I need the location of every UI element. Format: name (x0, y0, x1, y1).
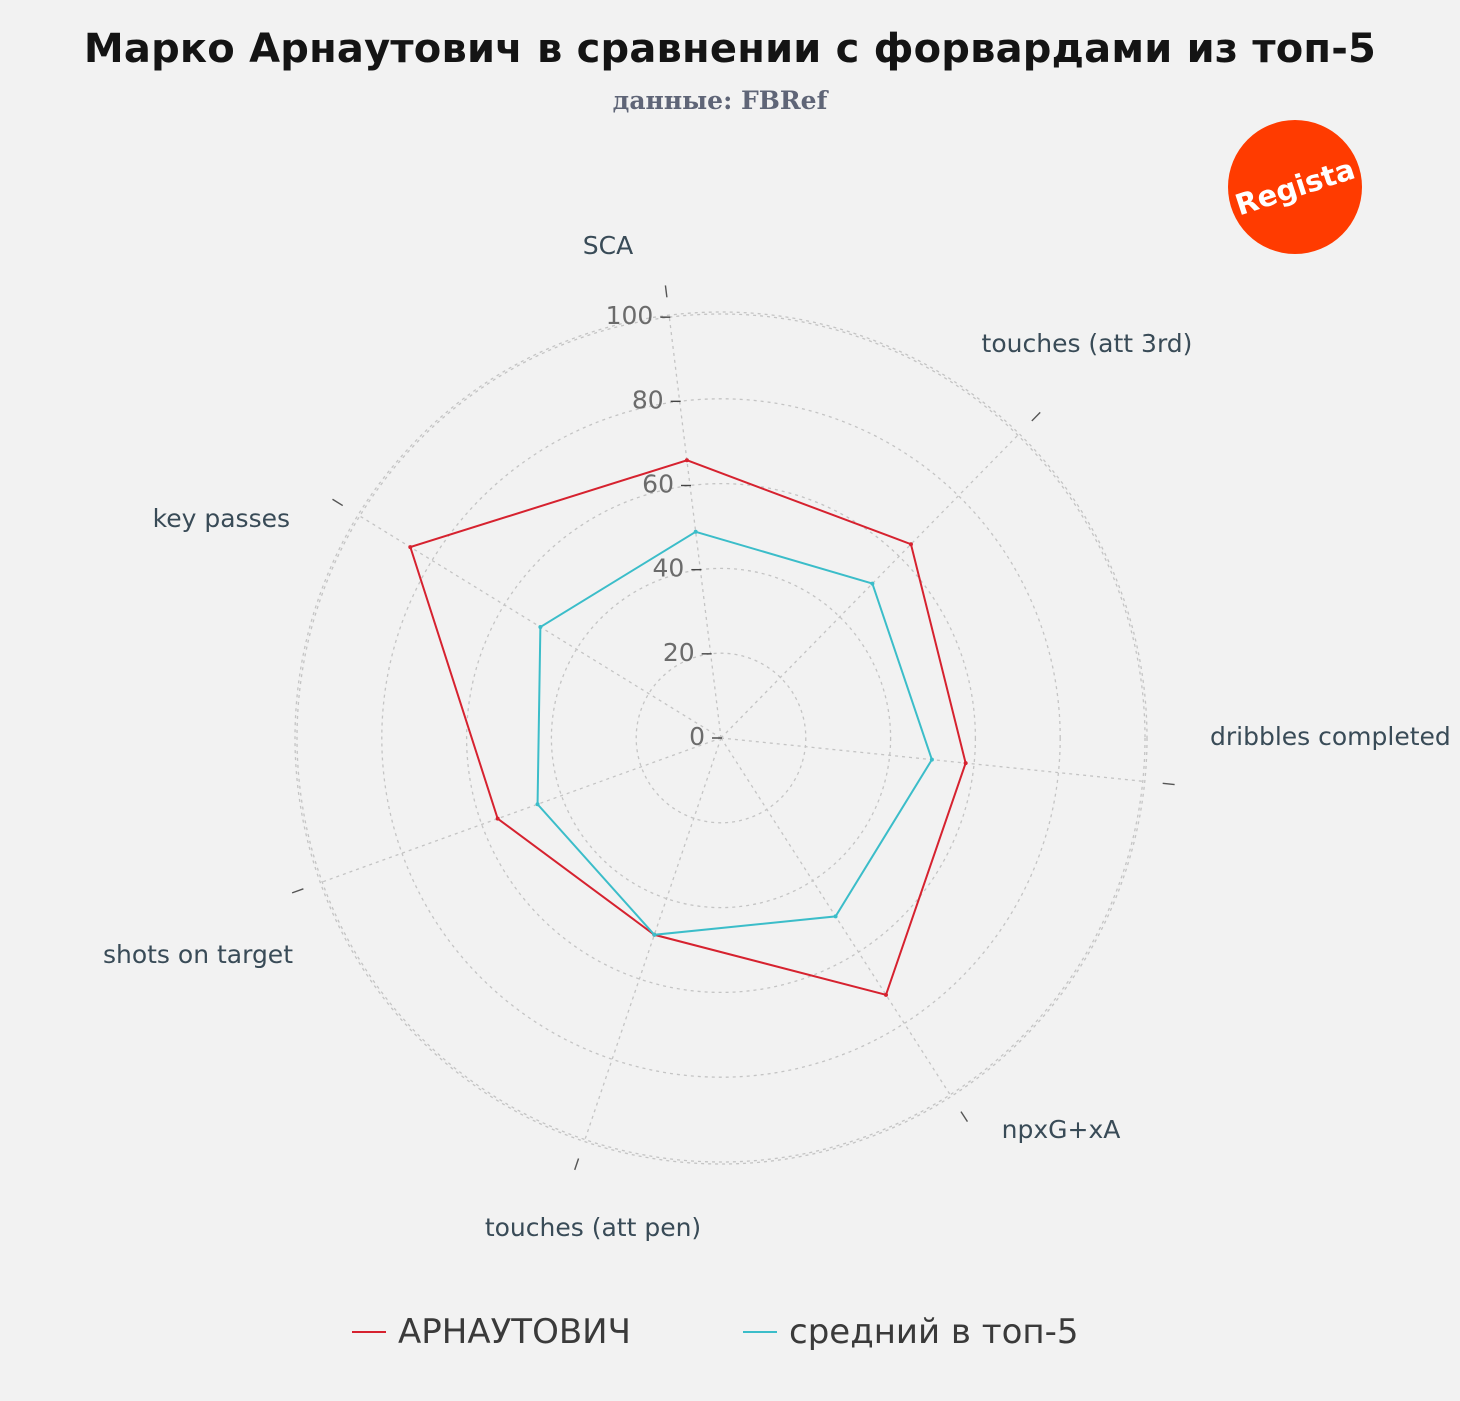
series-line-player (409, 459, 967, 997)
series-point (408, 545, 413, 550)
series-point (833, 914, 838, 919)
radar-series (408, 458, 968, 997)
axis-tick-mark (960, 1111, 969, 1123)
axis-label: touches (att pen) (485, 1213, 701, 1242)
axis-tick-mark (574, 1158, 580, 1171)
axis-spoke (321, 737, 722, 883)
axis-tick-mark (1031, 411, 1041, 422)
series-line-average (536, 530, 933, 936)
legend-label-player: АРНАУТОВИЧ (398, 1312, 631, 1352)
axis-label: npxG+xA (1002, 1115, 1121, 1144)
radial-tick-label: 60 (642, 469, 674, 498)
axis-spoke (584, 737, 722, 1140)
grid-circle-80 (381, 398, 1061, 1078)
axis-label: dribbles completed (1210, 722, 1451, 751)
axis-spoke (668, 317, 722, 739)
series-point (883, 992, 888, 997)
series-point (693, 529, 698, 534)
axis-tick-mark (1162, 782, 1175, 786)
legend-swatch-player (352, 1331, 386, 1333)
chart-subtitle: данные: FBRef (612, 86, 828, 115)
regista-logo: Regista (1228, 120, 1362, 254)
axis-tick-mark (664, 285, 668, 298)
radial-tick-label: 100 (606, 301, 654, 330)
grid-circle-outer (294, 311, 1148, 1165)
radial-tick-label: 0 (689, 722, 705, 751)
legend: АРНАУТОВИЧ средний в топ-5 (0, 1312, 1460, 1362)
grid-circle-40 (550, 567, 892, 909)
series-point (535, 802, 540, 807)
grid-circle-60 (465, 482, 977, 994)
axis-tick-mark (291, 888, 304, 894)
axis-spoke (720, 434, 1019, 739)
radial-ticks: 0 20 40 60 80 100 (606, 301, 722, 751)
grid-circle-100 (296, 313, 1146, 1163)
axis-label: shots on target (103, 940, 293, 969)
series-point (538, 625, 543, 630)
radar-grid (294, 311, 1148, 1165)
series-point (929, 757, 934, 762)
series-point (652, 932, 657, 937)
legend-item-player[interactable]: АРНАУТОВИЧ (352, 1312, 631, 1352)
radial-tick-label: 20 (663, 638, 695, 667)
series-point (963, 761, 968, 766)
legend-swatch-average (743, 1331, 777, 1333)
radial-tick-label: 40 (653, 554, 685, 583)
axis-label: SCA (583, 231, 633, 260)
series-point (908, 542, 913, 547)
axis-tick-mark (332, 498, 344, 507)
legend-item-average[interactable]: средний в топ-5 (743, 1312, 1079, 1352)
chart-title: Марко Арнаутович в сравнении с форвардам… (83, 26, 1377, 72)
axis-label: key passes (153, 504, 290, 533)
legend-label-average: средний в топ-5 (789, 1312, 1079, 1352)
series-point (684, 458, 689, 463)
series-point (870, 581, 875, 586)
radar-axes: SCA touches (att 3rd) dribbles completed np… (103, 231, 1451, 1242)
logo-circle (1228, 120, 1362, 254)
radial-tick-label: 80 (632, 385, 664, 414)
grid-circle-20 (635, 652, 807, 824)
series-point (495, 816, 500, 821)
axis-label: touches (att 3rd) (982, 329, 1193, 358)
